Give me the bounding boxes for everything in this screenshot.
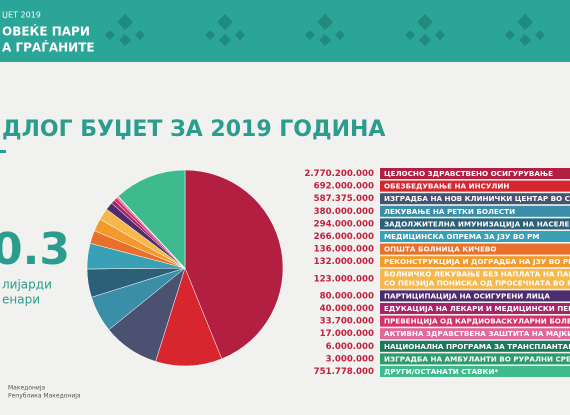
legend-swatch xyxy=(380,290,570,302)
legend-value: 40.000.000 xyxy=(320,304,374,314)
legend-value: 6.000.000 xyxy=(326,342,374,352)
legend-value: 33.700.000 xyxy=(320,317,374,327)
footer-text: Македонија xyxy=(8,385,45,392)
legend-label: ДРУГИ/ОСТАНАТИ СТАВКИ* xyxy=(384,367,498,376)
legend-label: ПРЕВЕНЦИЈА ОД КАРДИОВАСКУЛАРНИ БОЛЕСТИ xyxy=(384,317,570,326)
legend-value: 123.000.000 xyxy=(314,274,374,284)
legend-swatch xyxy=(380,328,570,340)
legend-value: 136.000.000 xyxy=(314,245,374,255)
legend-value: 692.000.000 xyxy=(314,182,374,192)
legend-label: АКТИВНА ЗДРАВСТВЕНА ЗАШТИТА НА МАЈКИТЕ И… xyxy=(384,329,570,338)
legend-label: ИЗГРАДБА НА АМБУЛАНТИ ВО РУРАЛНИ СРЕДИНИ xyxy=(384,354,570,363)
legend-value: 3.000.000 xyxy=(326,354,374,364)
legend-value: 17.000.000 xyxy=(320,329,374,339)
legend-swatch xyxy=(380,205,570,217)
chart-title: ДЛОГ БУЏЕТ ЗА 2019 ГОДИНА xyxy=(2,117,385,142)
header-line: ОВЕЌЕ ПАРИ xyxy=(2,24,90,39)
legend-value: 587.375.000 xyxy=(314,194,374,204)
legend-swatch xyxy=(380,268,570,289)
legend-swatch xyxy=(380,366,570,377)
legend-swatch xyxy=(380,303,570,314)
legend-swatch xyxy=(380,243,570,255)
accent xyxy=(0,150,6,153)
legend-value: 751.778.000 xyxy=(314,367,374,377)
legend-swatch xyxy=(380,340,570,352)
legend-value: 266.000.000 xyxy=(314,232,374,242)
legend-value: 380.000.000 xyxy=(314,207,374,217)
legend-label: БОЛНИЧКО ЛЕКУВАЊЕ БЕЗ НАПЛАТА НА ПАРТИЦИ… xyxy=(384,269,570,287)
header-pattern xyxy=(105,14,545,46)
total-unit: енари xyxy=(2,293,40,307)
legend-swatch xyxy=(380,193,570,205)
footer-text: Република Македонија xyxy=(8,393,81,400)
legend-swatch xyxy=(380,168,570,179)
header-line: ЏЕТ 2019 xyxy=(2,11,41,20)
pie-slice xyxy=(117,169,186,269)
legend-value: 294.000.000 xyxy=(314,219,374,229)
legend-label: РЕКОНСТРУКЦИЈА И ДОГРАДБА НА ЈЗУ ВО РМ xyxy=(384,257,570,266)
legend-swatch xyxy=(380,353,570,365)
total-unit: лијарди xyxy=(2,278,52,292)
legend-label: ОБЕЗБЕДУВАЊЕ НА ИНСУЛИН xyxy=(384,182,509,191)
header-band xyxy=(0,0,570,62)
legend-label: ЦЕЛОСНО ЗДРАВСТВЕНО ОСИГУРУВАЊЕ xyxy=(384,169,553,178)
legend-swatch xyxy=(380,180,570,192)
legend-value: 2.770.200.000 xyxy=(304,169,374,179)
legend-label: ЛЕКУВАЊЕ НА РЕТКИ БОЛЕСТИ xyxy=(384,207,515,216)
legend-swatch xyxy=(380,231,570,242)
legend-value: 132.000.000 xyxy=(314,257,374,267)
legend-value: 80.000.000 xyxy=(320,291,374,301)
legend-swatch xyxy=(380,256,570,268)
legend-label: ЗАДОЛЖИТЕЛНА ИМУНИЗАЦИЈА НА НАСЕЛЕНИЕТО xyxy=(384,219,570,228)
legend-label: ПАРТИЦИПАЦИЈА НА ОСИГУРЕНИ ЛИЦА xyxy=(384,291,550,300)
legend-label: МЕДИЦИНСКА ОПРЕМА ЗА ЈЗУ ВО РМ xyxy=(384,232,539,241)
legend-swatch xyxy=(380,218,570,230)
legend-label: НАЦИОНАЛНА ПРОГРАМА ЗА ТРАНСПЛАНТАЦИЈА xyxy=(384,342,570,351)
legend-label: ЕДУКАЦИЈА НА ЛЕКАРИ И МЕДИЦИНСКИ ПЕРСОНА… xyxy=(384,304,570,313)
legend-label: ИЗГРАДБА НА НОВ КЛИНИЧКИ ЦЕНТАР ВО СКОПЈ… xyxy=(384,194,570,203)
pie-slice xyxy=(155,267,223,367)
pie-slice xyxy=(184,169,284,360)
legend-swatch xyxy=(380,315,570,327)
legend-label: ОПШТА БОЛНИЦА КИЧЕВО xyxy=(384,245,497,254)
total-value: 0.3 xyxy=(0,224,70,275)
header-line: А ГРАЃАНИТЕ xyxy=(2,40,95,55)
